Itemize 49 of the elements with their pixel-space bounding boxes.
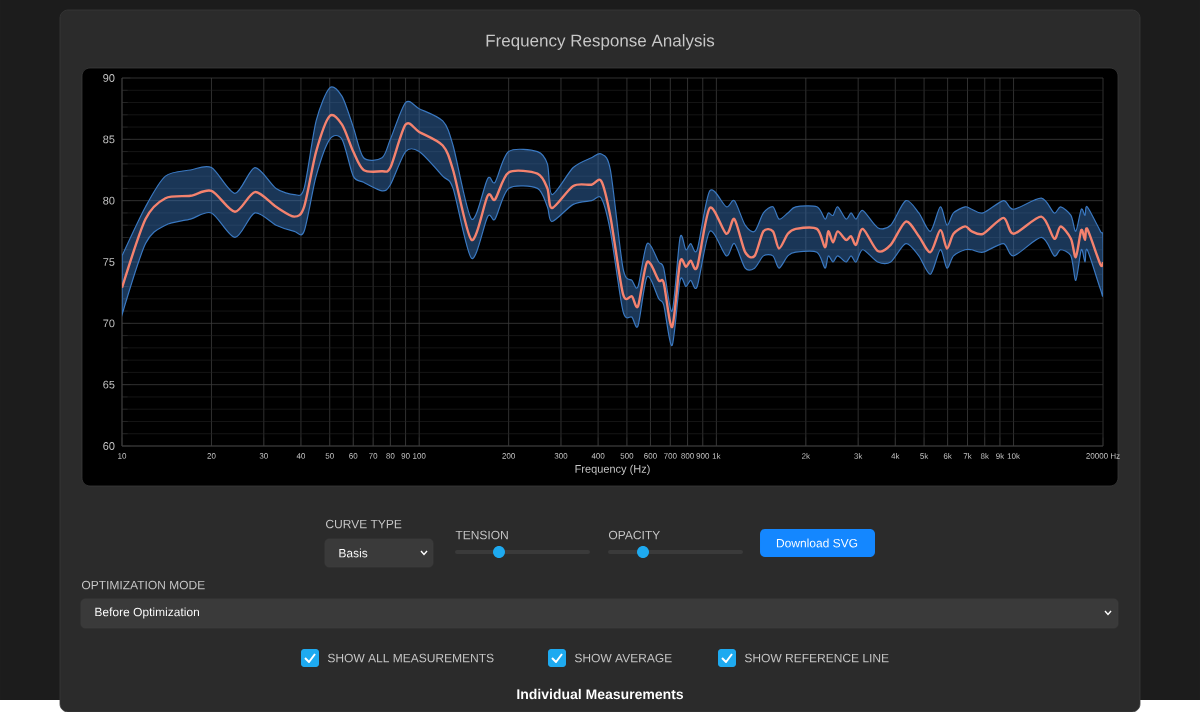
x-tick-label: 10: [118, 452, 127, 459]
y-tick-label: 60: [103, 441, 115, 450]
x-tick-label: 300: [554, 452, 568, 459]
x-tick-label: 700: [664, 452, 677, 459]
y-tick-label: 80: [103, 196, 115, 205]
text: SHOW REFERENCE LINE: [744, 653, 889, 663]
x-tick-label: 90: [401, 452, 410, 459]
x-tick-label: 1k: [712, 452, 721, 459]
x-tick-label: 50: [325, 452, 334, 459]
x-tick-label: 400: [591, 452, 605, 459]
y-tick-label: 85: [103, 135, 115, 144]
x-tick-label: 10k: [1007, 452, 1021, 459]
x-tick-label: 60: [349, 452, 358, 459]
x-tick-label: 6k: [943, 452, 952, 459]
x-tick-label: 4k: [891, 452, 900, 459]
x-tick-label: 30: [259, 452, 268, 459]
text: Basis: [339, 548, 368, 558]
x-tick-label: 40: [296, 452, 306, 459]
y-tick-label: 65: [103, 380, 115, 389]
text: CURVE TYPE: [326, 519, 402, 529]
text: SHOW AVERAGE: [574, 653, 672, 663]
x-tick-label: 200: [502, 452, 515, 459]
y-tick-label: 90: [103, 73, 115, 82]
x-tick-label: 5k: [920, 452, 929, 459]
x-tick-label: 80: [386, 452, 395, 459]
x-tick-label: 900: [696, 452, 710, 459]
text: OPACITY: [608, 530, 660, 540]
text: TENSION: [455, 530, 508, 540]
x-axis-title: Frequency (Hz): [575, 464, 650, 475]
x-tick-label: 7k: [963, 452, 972, 459]
text: Download SVG: [776, 538, 858, 548]
x-tick-label: 20000 Hz: [1086, 452, 1120, 459]
chart-title: Frequency Response Analysis: [486, 33, 715, 50]
text: SHOW ALL MEASUREMENTS: [327, 653, 494, 663]
y-tick-label: 75: [103, 257, 115, 266]
x-tick-label: 8k: [980, 452, 989, 459]
x-tick-label: 3k: [854, 452, 863, 459]
x-tick-label: 500: [620, 452, 634, 459]
x-tick-label: 70: [369, 452, 378, 459]
text: Individual Measurements: [517, 688, 684, 699]
text: Before Optimization: [95, 607, 199, 619]
y-tick-label: 70: [103, 319, 115, 328]
x-tick-label: 100: [413, 452, 426, 459]
x-tick-label: 2k: [802, 452, 811, 459]
x-tick-label: 9k: [996, 452, 1005, 459]
x-tick-label: 20: [207, 452, 216, 459]
x-tick-label: 800: [681, 452, 694, 459]
text: OPTIMIZATION MODE: [81, 580, 205, 590]
x-tick-label: 600: [644, 452, 657, 459]
